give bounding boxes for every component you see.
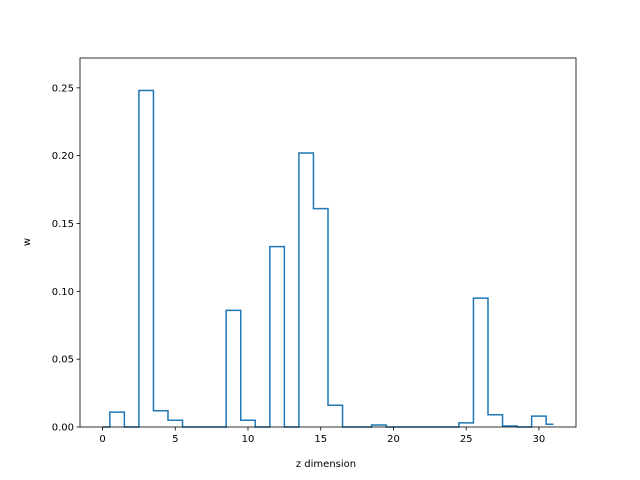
x-tick-label: 10 <box>242 434 255 445</box>
y-tick-label: 0.20 <box>52 151 74 162</box>
axis-ticks: 0 5 10 15 20 25 30 0.00 0.05 0.10 0.15 0.20 0.25 <box>52 83 546 445</box>
y-tick-label: 0.00 <box>52 423 74 434</box>
x-tick-label: 15 <box>314 434 327 445</box>
y-tick-label: 0.15 <box>52 219 74 230</box>
plot-area <box>79 57 577 428</box>
series-line <box>102 89 554 428</box>
x-axis-label: z dimension <box>296 459 356 470</box>
x-tick-label: 30 <box>533 434 546 445</box>
y-tick-label: 0.10 <box>52 287 74 298</box>
y-tick-label: 0.25 <box>52 83 74 94</box>
x-tick-label: 25 <box>460 434 473 445</box>
axes-frame <box>79 57 577 428</box>
x-tick-label: 0 <box>99 434 105 445</box>
x-tick-label: 5 <box>172 434 178 445</box>
y-axis-label: w <box>22 238 33 246</box>
x-tick-label: 20 <box>387 434 400 445</box>
y-tick-label: 0.05 <box>52 355 74 366</box>
